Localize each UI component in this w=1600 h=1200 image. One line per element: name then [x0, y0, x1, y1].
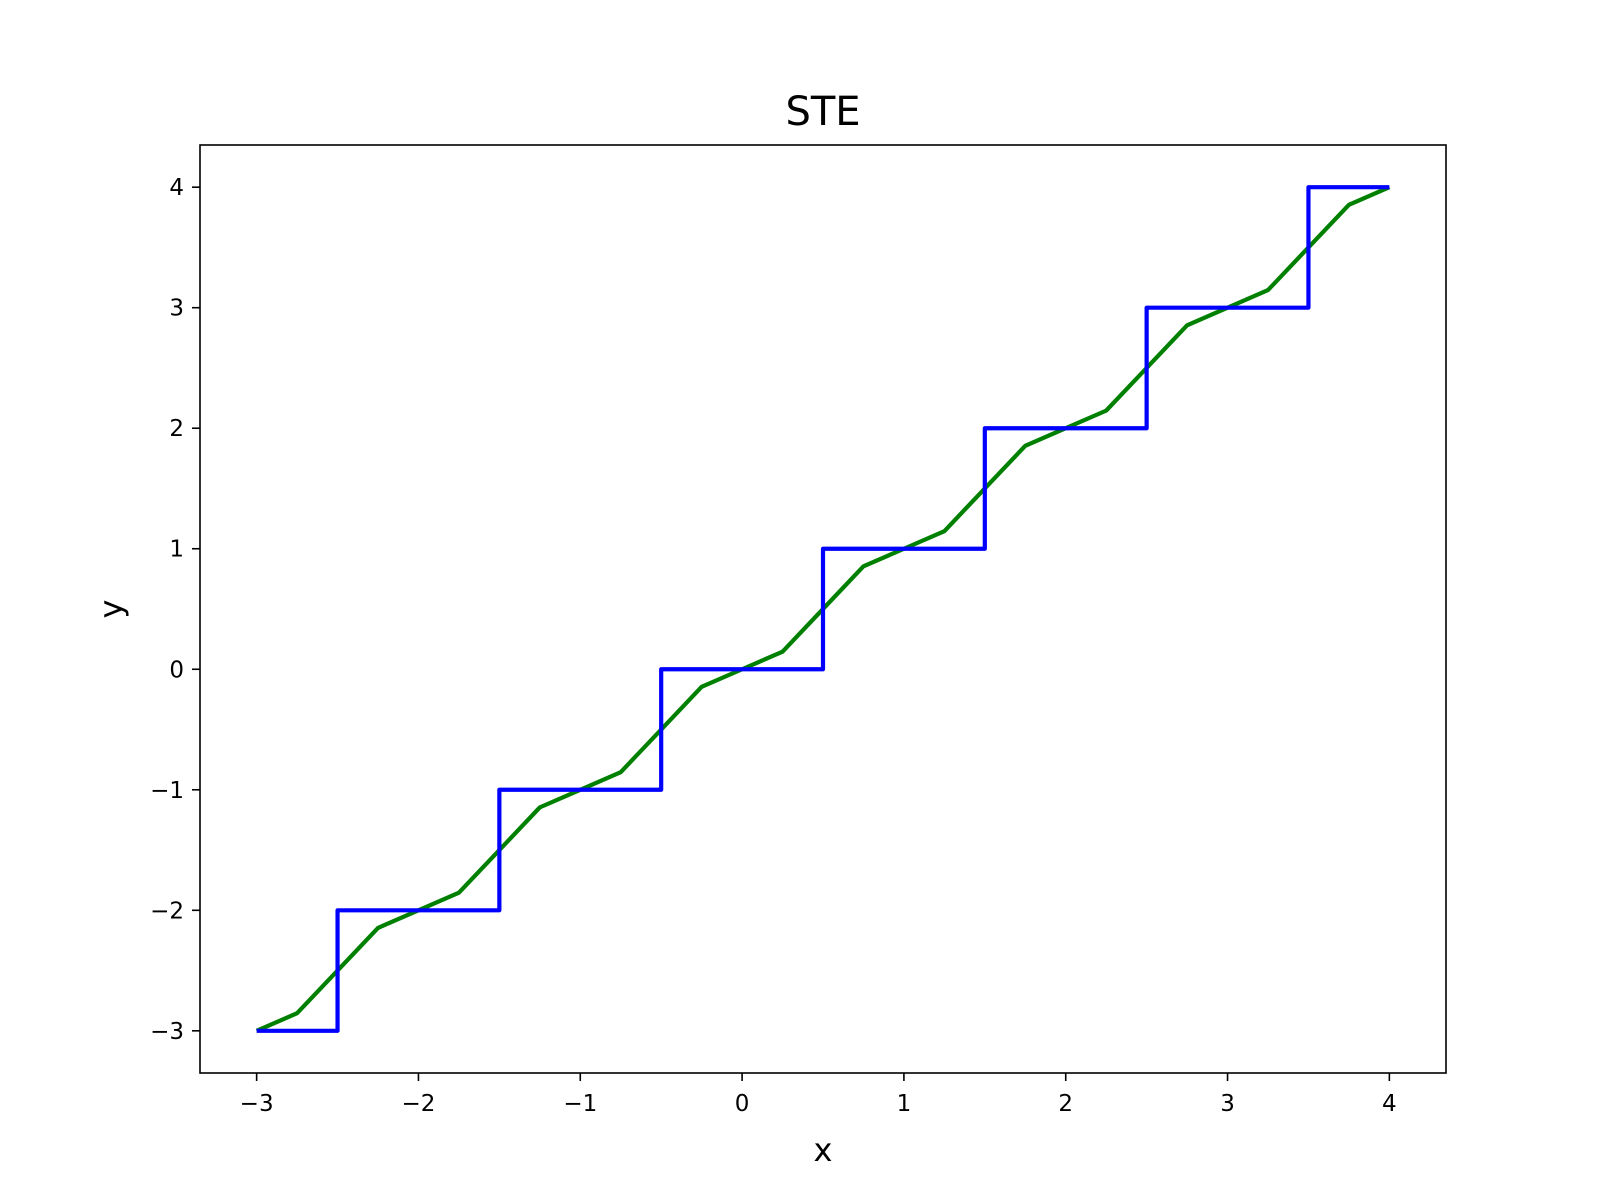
y-tick-label: 0 [169, 657, 184, 683]
y-tick-label: 4 [169, 175, 184, 201]
x-tick-label: 0 [735, 1091, 750, 1117]
y-tick-label: 1 [169, 537, 184, 563]
y-tick-label: 2 [169, 416, 184, 442]
x-tick-label: 4 [1382, 1091, 1397, 1117]
y-tick-label: −3 [150, 1019, 184, 1045]
y-tick-label: 3 [169, 296, 184, 322]
y-tick-label: −1 [150, 778, 184, 804]
x-axis-label: x [814, 1131, 833, 1169]
x-tick-label: −2 [402, 1091, 436, 1117]
x-tick-label: 2 [1058, 1091, 1073, 1117]
y-tick-label: −2 [150, 898, 184, 924]
x-tick-label: 3 [1220, 1091, 1235, 1117]
x-axis: −3 −2 −1 0 1 2 3 4 [240, 1073, 1397, 1117]
y-axis: −3 −2 −1 0 1 2 3 4 [150, 175, 200, 1045]
x-tick-label: −1 [563, 1091, 597, 1117]
plot-frame [199, 144, 1447, 1074]
chart-title: STE [785, 89, 860, 135]
series-layer [255, 185, 1391, 1033]
series-line-2 [256, 185, 1390, 1033]
x-tick-label: 1 [897, 1091, 912, 1117]
y-axis-label: y [92, 600, 130, 619]
x-tick-label: −3 [240, 1091, 274, 1117]
